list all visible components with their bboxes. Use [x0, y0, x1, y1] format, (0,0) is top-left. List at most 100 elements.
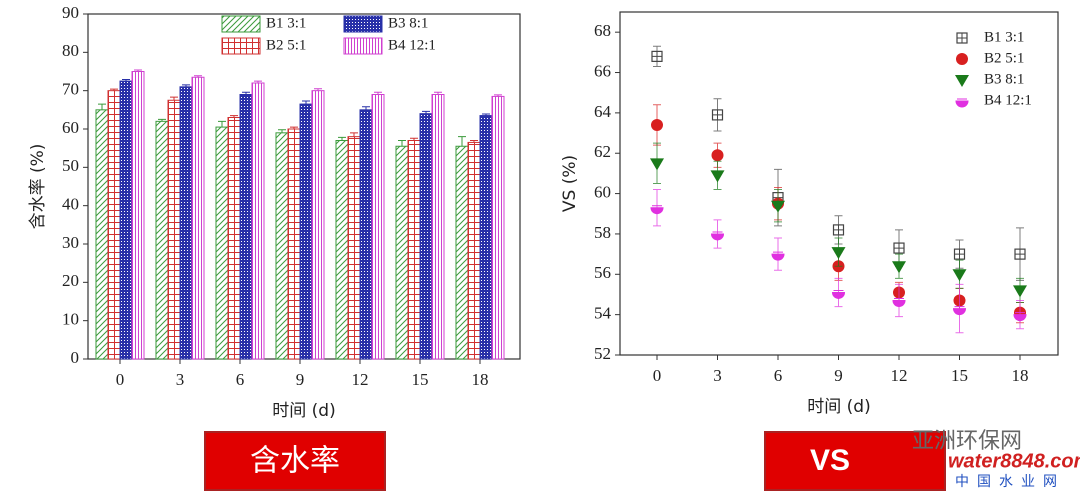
bar [287, 128, 301, 360]
legend-label: B2 5:1 [266, 37, 306, 53]
bar [215, 126, 229, 360]
watermark: 亚洲环保网 [912, 429, 1022, 454]
x-tick-label: 12 [352, 370, 369, 389]
point [892, 298, 906, 308]
error-bar [290, 126, 298, 129]
bar [155, 120, 169, 360]
x-tick-label: 0 [653, 366, 662, 385]
y-tick-label: 64 [594, 102, 612, 121]
point [831, 247, 846, 260]
point [952, 306, 967, 316]
error-bar [98, 103, 106, 110]
bar [95, 109, 109, 360]
error-bar [458, 136, 466, 147]
point [953, 248, 966, 260]
x-tick-label: 0 [116, 370, 125, 389]
bar [227, 117, 241, 360]
point [952, 269, 967, 282]
legend-label: B3 8:1 [388, 15, 428, 31]
bar [467, 141, 481, 360]
bar [419, 113, 433, 360]
y-tick-label: 80 [62, 41, 79, 60]
legend-label: B1 3:1 [984, 29, 1024, 45]
error-bar [302, 100, 310, 105]
y-tick-label: 50 [62, 156, 79, 175]
bar [395, 145, 409, 360]
point [832, 224, 845, 236]
bar [359, 109, 373, 360]
error-bar [434, 91, 442, 95]
x-tick-label: 9 [296, 370, 305, 389]
y-tick-label: 20 [62, 271, 79, 290]
bar [167, 99, 181, 360]
point [650, 205, 664, 215]
legend-label: B2 5:1 [984, 50, 1024, 66]
point [955, 98, 969, 108]
point [650, 158, 664, 171]
error-bar [182, 84, 190, 87]
watermark: 中国水业网 [955, 474, 1065, 490]
x-axis-title: 时间 (d) [807, 397, 870, 417]
bar [455, 145, 469, 360]
error-bar [278, 129, 286, 133]
error-bar [350, 132, 358, 137]
point [710, 231, 725, 241]
y-tick-label: 10 [62, 310, 79, 329]
error-bar [422, 110, 430, 114]
point [1013, 312, 1027, 322]
x-tick-label: 3 [713, 366, 722, 385]
legend-label: B4 12:1 [388, 37, 436, 53]
legend-swatch [221, 37, 261, 55]
y-tick-label: 40 [62, 195, 79, 214]
point [956, 32, 968, 44]
error-bar [314, 88, 322, 91]
point [711, 109, 724, 121]
y-tick-label: 54 [594, 304, 612, 323]
error-bar [242, 91, 250, 95]
y-tick-label: 60 [62, 118, 79, 137]
y-tick-label: 60 [594, 182, 611, 201]
bar [347, 136, 361, 360]
x-tick-label: 15 [412, 370, 429, 389]
point [711, 149, 724, 162]
point [956, 53, 968, 65]
error-bar [362, 106, 370, 110]
point [651, 50, 663, 62]
point [651, 118, 663, 131]
y-axis-title: VS (%) [560, 155, 580, 212]
bar [239, 94, 253, 360]
error-bar [122, 79, 130, 82]
bar [299, 103, 313, 360]
caption: 含水率 [250, 444, 340, 479]
bar [431, 94, 445, 360]
watermark: water8848.com [948, 450, 1080, 472]
y-tick-label: 70 [62, 80, 79, 99]
bar [371, 94, 385, 360]
x-tick-label: 6 [236, 370, 245, 389]
bar [131, 71, 145, 360]
legend-swatch [343, 37, 383, 55]
x-axis-title: 时间 (d) [272, 401, 335, 421]
error-bar [470, 140, 478, 143]
y-tick-label: 62 [594, 142, 611, 161]
error-bar [410, 137, 418, 141]
legend-swatch [343, 15, 383, 33]
error-bar [254, 80, 262, 83]
y-tick-label: 56 [594, 263, 611, 282]
error-bar [170, 96, 178, 101]
point [892, 261, 906, 274]
x-tick-label: 3 [176, 370, 185, 389]
x-tick-label: 6 [774, 366, 783, 385]
error-bar [482, 113, 490, 116]
x-tick-label: 15 [951, 366, 968, 385]
x-tick-label: 9 [834, 366, 843, 385]
legend-swatch [221, 15, 261, 33]
bar [407, 140, 421, 360]
y-tick-label: 30 [62, 233, 79, 252]
error-bar [494, 94, 502, 97]
error-bar [230, 115, 238, 118]
x-tick-label: 18 [472, 370, 489, 389]
error-bar [110, 88, 118, 91]
y-axis-title: 含水率 (%) [28, 144, 48, 230]
